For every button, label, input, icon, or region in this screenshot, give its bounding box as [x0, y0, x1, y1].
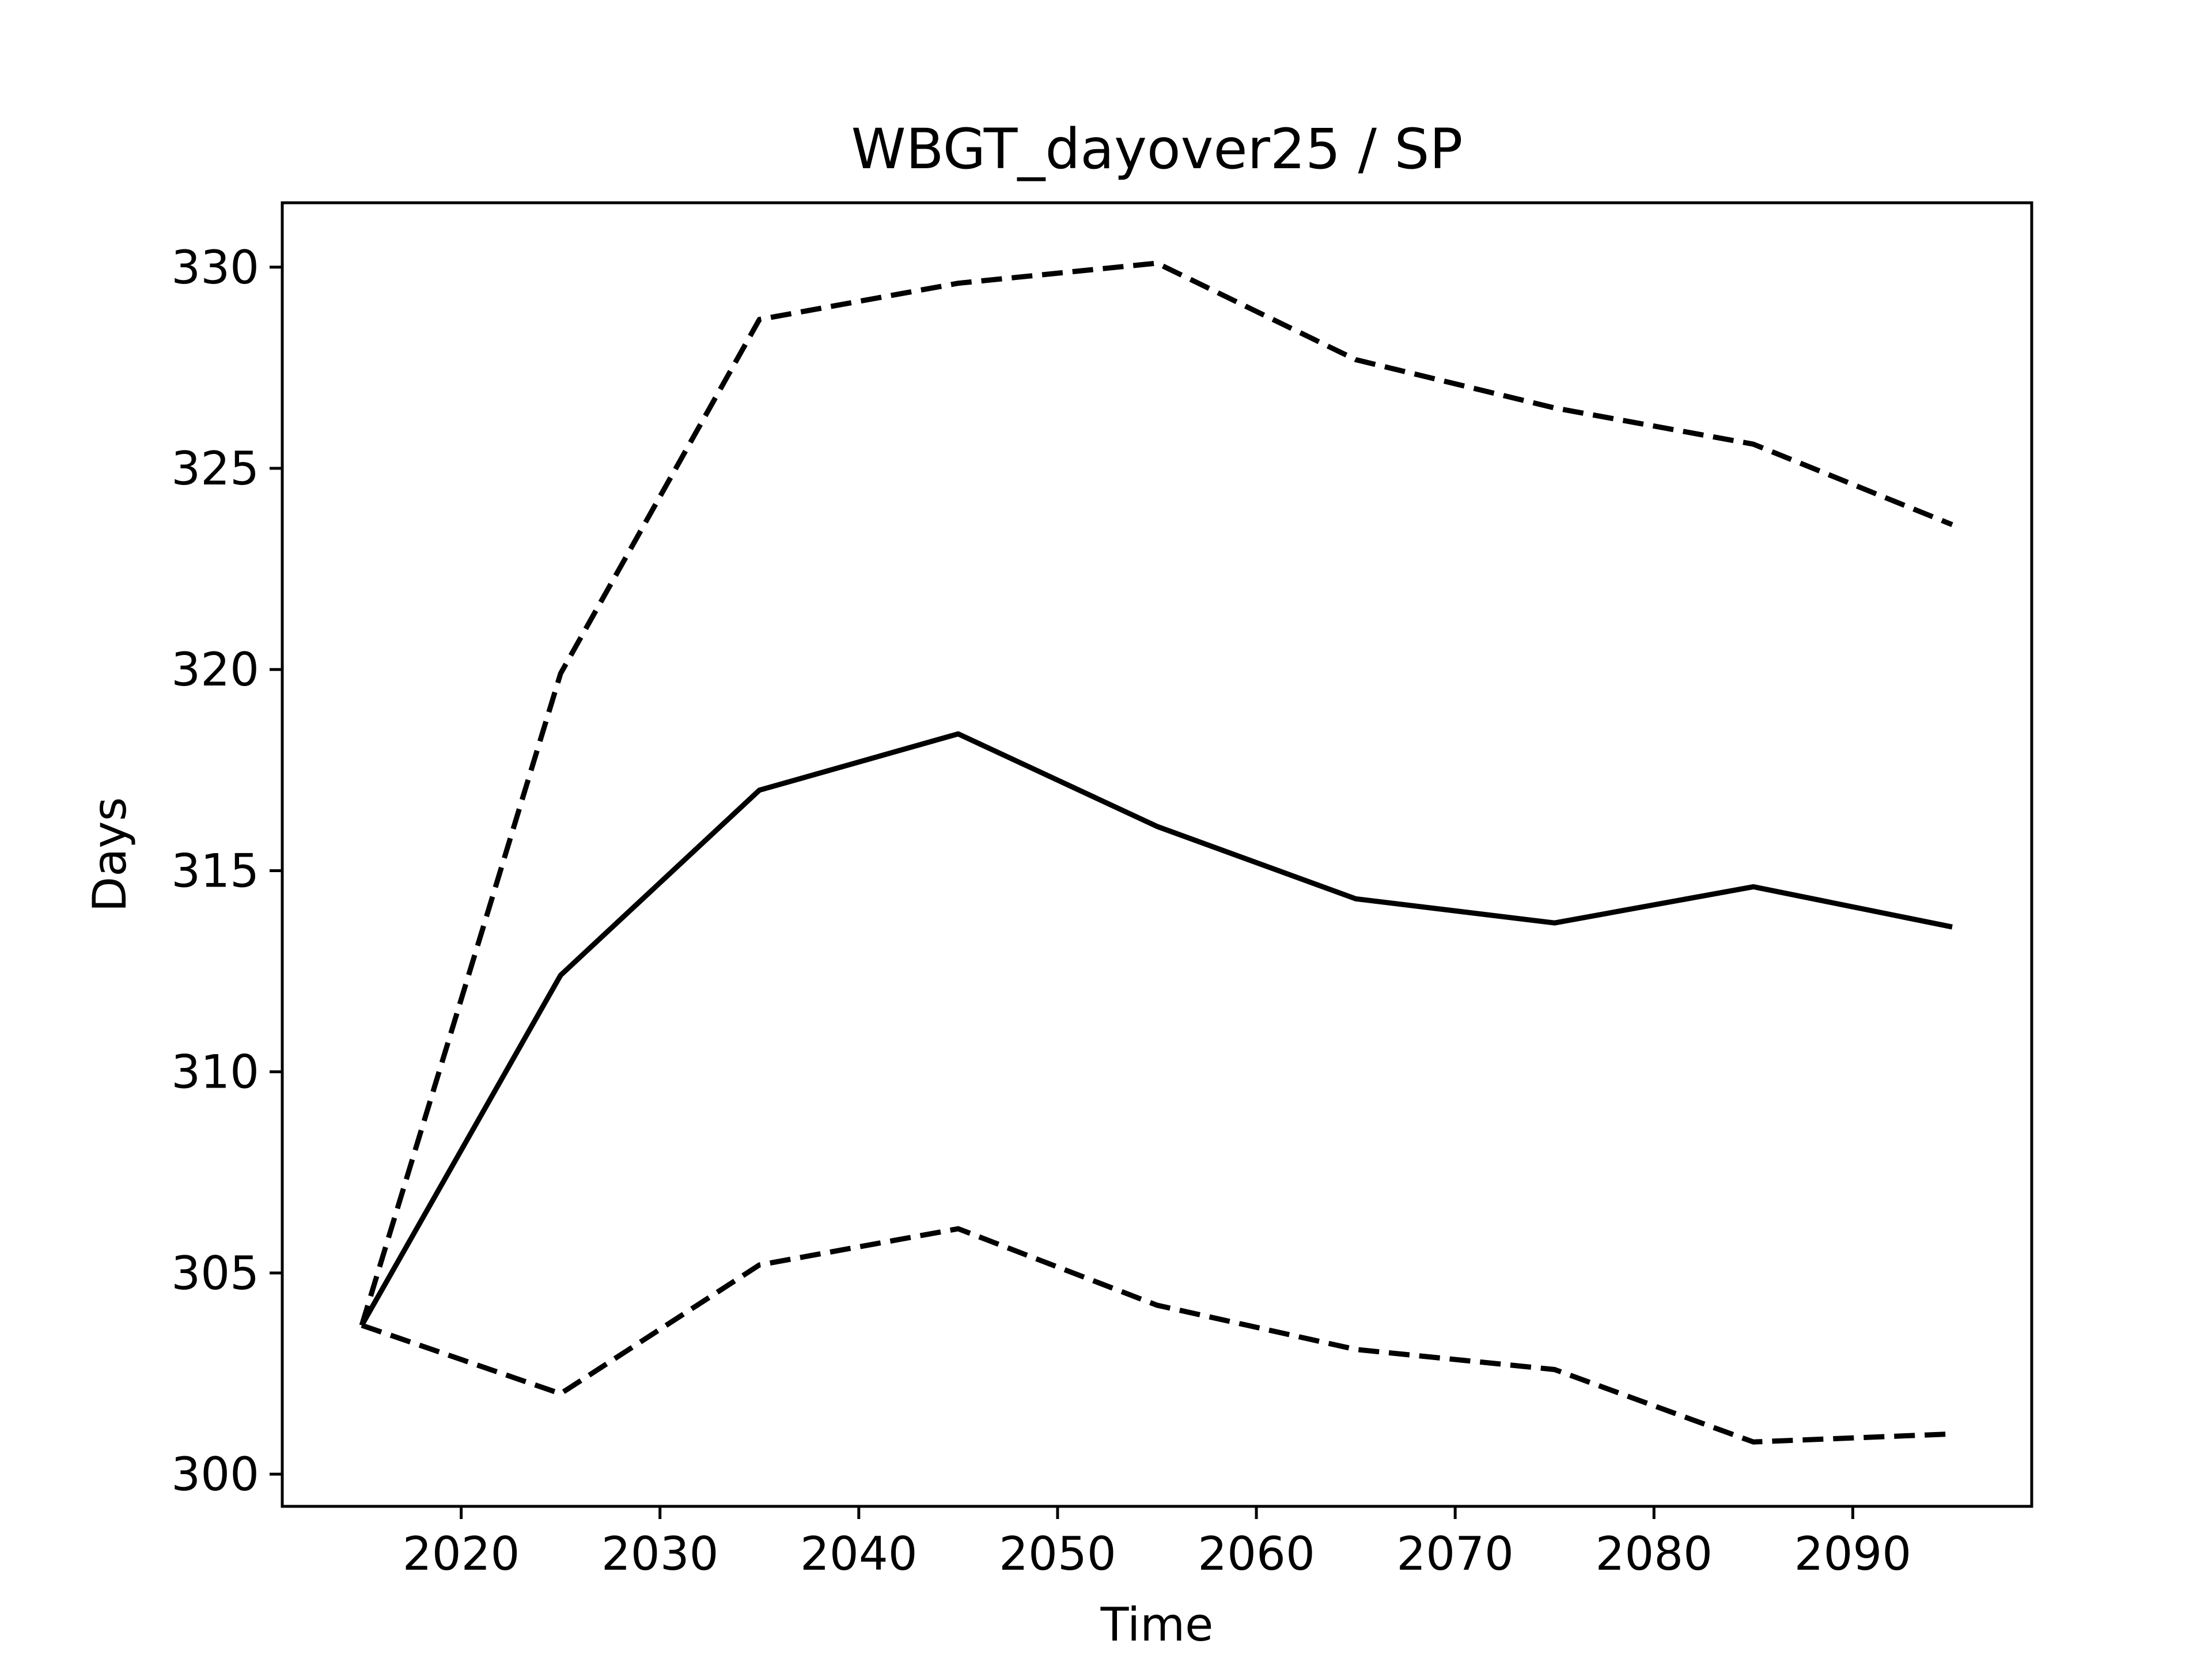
y-tick-label: 325: [171, 442, 259, 495]
y-tick-label: 305: [171, 1247, 259, 1300]
chart-title: WBGT_dayover25 / SP: [851, 117, 1463, 181]
y-tick-label: 310: [171, 1046, 259, 1099]
y-tick-label: 330: [171, 241, 259, 294]
x-axis: 2020 2030 2040 2050 2060 2070 2080 2090: [403, 1506, 1911, 1581]
plot-area-frame: [281, 201, 2033, 1508]
series-line-2: [359, 260, 1953, 1327]
y-tick-label: 315: [171, 844, 259, 897]
y-axis: 300 305 310 315 320 325 330: [171, 241, 282, 1501]
x-tick-label: 2090: [1794, 1527, 1912, 1581]
x-tick-label: 2080: [1595, 1527, 1713, 1581]
series-line-3: [361, 1226, 1953, 1445]
x-axis-label: Time: [1100, 1598, 1214, 1652]
x-tick-label: 2030: [601, 1527, 719, 1581]
series-layer: [359, 260, 1953, 1445]
x-tick-label: 2040: [800, 1527, 918, 1581]
x-tick-label: 2050: [999, 1527, 1116, 1581]
x-tick-label: 2070: [1396, 1527, 1514, 1581]
y-axis-label: Days: [83, 797, 137, 912]
series-line-1: [359, 731, 1953, 1327]
x-tick-label: 2020: [403, 1527, 520, 1581]
y-tick-label: 300: [171, 1448, 259, 1501]
y-tick-label: 320: [171, 643, 259, 696]
x-tick-label: 2060: [1198, 1527, 1315, 1581]
